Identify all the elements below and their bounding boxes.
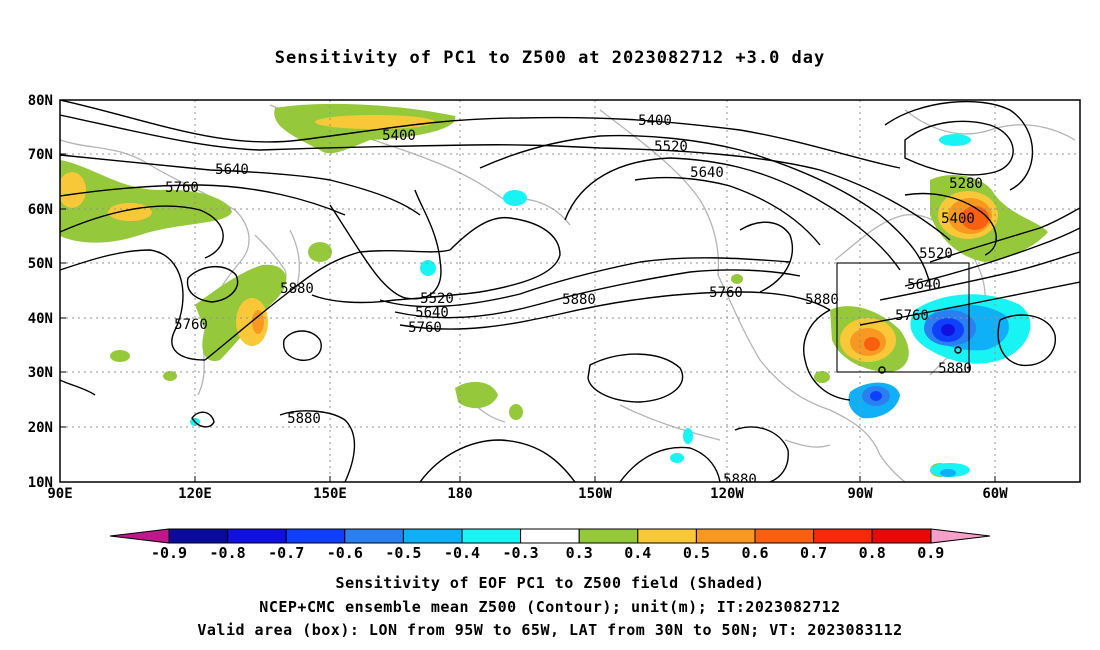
longitude-labels: 90E 120E 150E 180 150W 120W 90W 60W <box>47 486 1008 502</box>
contour-label: 5400 <box>638 113 672 129</box>
colorbar-tick-label: -0.4 <box>444 544 480 562</box>
z500-contours <box>60 100 1080 482</box>
lat-label: 20N <box>28 420 53 436</box>
colorbar-tick-label: -0.9 <box>151 544 187 562</box>
contour-label: 5760 <box>895 308 929 324</box>
colorbar-cell <box>871 528 932 544</box>
contour-label: 5880 <box>287 411 321 427</box>
lon-label: 60W <box>982 486 1008 502</box>
lon-label: 90E <box>47 486 72 502</box>
plot-title: Sensitivity of PC1 to Z500 at 2023082712… <box>274 48 826 68</box>
colorbar-cell <box>227 528 287 544</box>
contour-label: 5760 <box>165 180 199 196</box>
colorbar-low-arrow <box>109 528 170 544</box>
caption-line-3: Valid area (box): LON from 95W to 65W, L… <box>197 621 903 639</box>
lat-label: 80N <box>28 93 53 109</box>
colorbar-tick-label: -0.5 <box>385 544 421 562</box>
colorbar-cell <box>637 528 697 544</box>
colorbar-tick-label: 0.5 <box>683 544 710 562</box>
colorbar-cell <box>285 528 346 544</box>
contour-label: 5400 <box>382 128 416 144</box>
axis-ticks <box>60 153 996 482</box>
map-frame <box>59 99 1081 483</box>
colorbar-tick-label: 0.4 <box>624 544 651 562</box>
lon-label: 120E <box>178 486 212 502</box>
lon-label: 90W <box>847 486 873 502</box>
lon-label: 150W <box>578 486 612 502</box>
small-contours <box>878 346 962 374</box>
colorbar-tick-label: 0.3 <box>566 544 593 562</box>
colorbar-cell <box>520 528 580 544</box>
colorbar-tick-label: -0.7 <box>268 544 304 562</box>
contour-label: 5880 <box>723 472 757 488</box>
contour-label: 5640 <box>690 165 724 181</box>
contour-labels: 5400 5640 5760 5400 5520 5640 5880 5520 … <box>165 113 983 488</box>
caption-line-2: NCEP+CMC ensemble mean Z500 (Contour); u… <box>259 598 841 616</box>
colorbar: -0.9 -0.8 -0.7 -0.6 -0.5 -0.4 -0.3 0.3 0.4 0.5 0.6… <box>109 528 991 562</box>
sensitivity-shading <box>60 103 1048 477</box>
colorbar-cell <box>578 528 639 544</box>
contour-label: 5520 <box>654 139 688 155</box>
colorbar-tick-label: -0.6 <box>327 544 363 562</box>
latitude-labels: 80N 70N 60N 50N 40N 30N 20N 10N <box>28 93 53 491</box>
colorbar-tick-label: -0.3 <box>503 544 539 562</box>
colorbar-tick-label: 0.8 <box>859 544 886 562</box>
colorbar-cell <box>695 528 756 544</box>
contour-label: 5400 <box>941 211 975 227</box>
contour-label: 5640 <box>415 305 449 321</box>
lat-label: 50N <box>28 256 53 272</box>
caption-line-1: Sensitivity of EOF PC1 to Z500 field (Sh… <box>335 574 765 592</box>
contour-label: 5880 <box>562 292 596 308</box>
contour-label: 5880 <box>805 292 839 308</box>
contour-label: 5280 <box>949 176 983 192</box>
contour-label: 5520 <box>420 291 454 307</box>
colorbar-cell <box>813 528 873 544</box>
lat-label: 10N <box>28 475 53 491</box>
lon-label: 180 <box>447 486 472 502</box>
colorbar-tick-label: 0.9 <box>917 544 944 562</box>
colorbar-tick-label: 0.6 <box>741 544 768 562</box>
colorbar-cell <box>402 528 463 544</box>
lon-label: 120W <box>710 486 744 502</box>
contour-label: 5640 <box>907 277 941 293</box>
grid-lines <box>60 100 1080 482</box>
colorbar-cell <box>461 528 522 544</box>
colorbar-labels: -0.9 -0.8 -0.7 -0.6 -0.5 -0.4 -0.3 0.3 0.4 0.5 0.6… <box>151 544 944 562</box>
contour-label: 5760 <box>408 320 442 336</box>
valid-area-box <box>836 262 970 373</box>
contour-label: 5880 <box>938 361 972 377</box>
contour-label: 5520 <box>919 246 953 262</box>
lat-label: 40N <box>28 311 53 327</box>
lat-label: 60N <box>28 202 53 218</box>
colorbar-cells <box>168 528 932 544</box>
colorbar-tick-label: 0.7 <box>800 544 827 562</box>
coastlines <box>60 104 1076 482</box>
colorbar-cell <box>754 528 815 544</box>
colorbar-cell <box>344 528 404 544</box>
contour-label: 5880 <box>280 281 314 297</box>
contour-label: 5760 <box>174 317 208 333</box>
colorbar-cell <box>168 528 229 544</box>
colorbar-tick-label: -0.8 <box>210 544 246 562</box>
lat-label: 30N <box>28 365 53 381</box>
contour-label: 5640 <box>215 162 249 178</box>
lon-label: 150E <box>313 486 347 502</box>
colorbar-high-arrow <box>930 528 991 544</box>
contour-label: 5760 <box>709 285 743 301</box>
lat-label: 70N <box>28 147 53 163</box>
